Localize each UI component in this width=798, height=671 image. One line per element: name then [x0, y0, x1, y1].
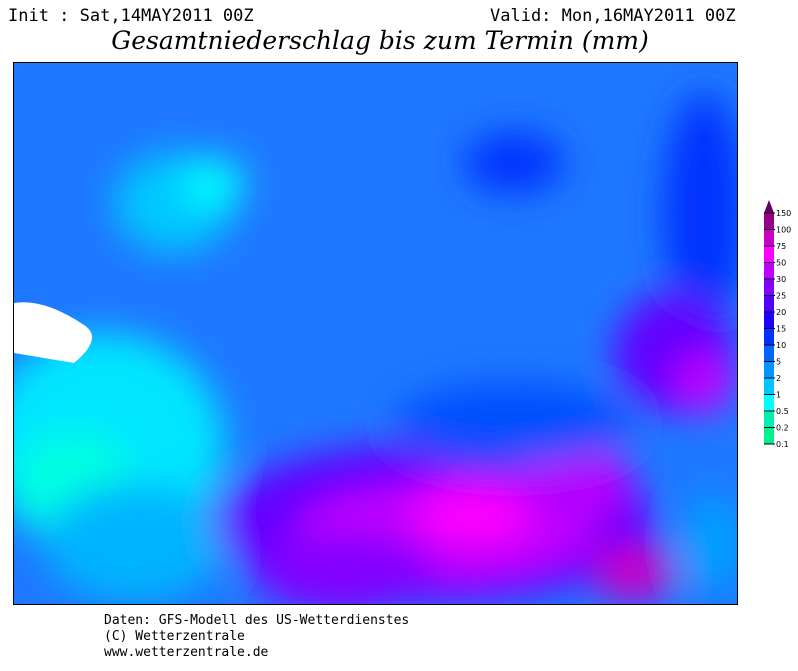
init-time: Init : Sat,14MAY2011 00Z: [8, 6, 254, 26]
legend-label: 50: [776, 259, 786, 268]
legend-label: 5: [776, 358, 781, 367]
legend-label: 2: [776, 374, 781, 383]
legend-label: 75: [776, 242, 786, 251]
legend-label: 20: [776, 308, 786, 317]
legend-swatch: [764, 312, 774, 329]
legend-label: 15: [776, 325, 786, 334]
legend-swatch: [764, 394, 774, 411]
legend-label: 1: [776, 391, 781, 400]
legend-label: 0.1: [776, 440, 789, 449]
legend-swatch: [764, 213, 774, 230]
legend-swatch: [764, 229, 774, 246]
precipitation-field: [14, 63, 737, 604]
legend-swatch: [764, 295, 774, 312]
credit-copyright: (C) Wetterzentrale: [104, 629, 245, 644]
legend-label: 30: [776, 275, 786, 284]
legend-swatch: [764, 378, 774, 395]
legend-swatch: [764, 411, 774, 428]
legend-swatch: [764, 361, 774, 378]
legend-label: 10: [776, 341, 786, 350]
legend-swatch: [764, 345, 774, 362]
valid-time: Valid: Mon,16MAY2011 00Z: [490, 6, 736, 26]
legend-swatch: [764, 262, 774, 279]
legend-label: 25: [776, 292, 786, 301]
legend-swatch: [764, 328, 774, 345]
legend-label: 0.5: [776, 407, 789, 416]
legend-swatch: [764, 279, 774, 296]
credits: Daten: GFS-Modell des US-Wetterdienstes …: [104, 613, 409, 661]
map-title: Gesamtniederschlag bis zum Termin (mm): [111, 26, 649, 55]
color-legend: 0.1 0.2 0.5 1 2 5 10 15 20 25 30 50 75 100 150: [760, 198, 798, 468]
credit-source: Daten: GFS-Modell des US-Wetterdienstes: [104, 613, 410, 628]
precipitation-map: [13, 62, 738, 605]
legend-label: 100: [776, 226, 791, 235]
legend-label: 0.2: [776, 424, 789, 433]
legend-swatch: [764, 427, 774, 444]
legend-label: 150: [776, 209, 791, 218]
credit-website[interactable]: www.wetterzentrale.de: [104, 645, 269, 660]
legend-swatch: [764, 246, 774, 263]
legend-arrow-top: [764, 200, 774, 213]
